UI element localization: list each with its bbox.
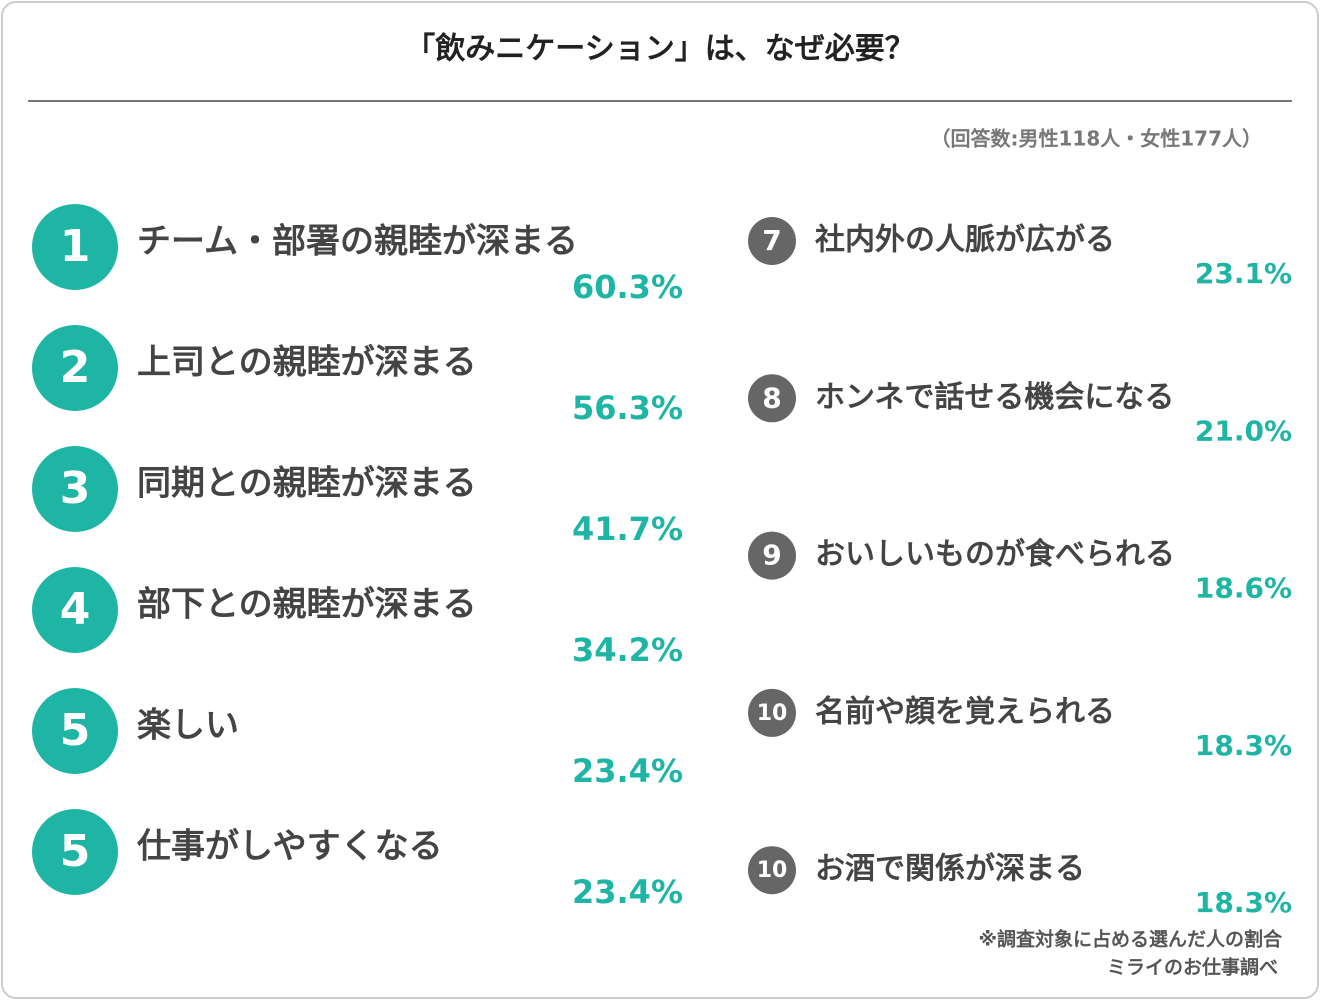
item-text: 仕事がしやすくなる	[137, 827, 443, 867]
item-percent: 41.7%	[572, 510, 683, 548]
rank-badge	[32, 204, 118, 290]
item-text: おいしいものが食べられる	[815, 537, 1175, 572]
rank-number: 8	[762, 381, 781, 414]
item-text: チーム・部署の親睦が深まる	[137, 222, 578, 262]
title: 「飲みニケーション」は、なぜ必要？	[405, 32, 914, 67]
rank-badge	[32, 809, 118, 895]
rank-number: 2	[60, 342, 91, 393]
rank-number: 4	[60, 584, 91, 635]
rank-badge	[32, 446, 118, 532]
item-percent: 18.3%	[1195, 886, 1292, 919]
item-text: 同期との親睦が深まる	[137, 464, 477, 504]
rank-number: 9	[762, 539, 781, 572]
rank-number: 1	[60, 221, 91, 272]
item-text: 名前や顔を覚えられる	[815, 694, 1115, 729]
item-percent: 56.3%	[572, 389, 683, 427]
item-percent: 21.0%	[1195, 414, 1292, 447]
item-text: 部下との親睦が深まる	[137, 585, 477, 625]
rank-badge	[748, 688, 796, 737]
rank-badge	[748, 217, 796, 265]
item-percent: 23.1%	[1195, 257, 1292, 290]
rank-badge	[32, 567, 118, 653]
rank-number: 10	[757, 701, 788, 726]
item-text: 社内外の人脈が広がる	[815, 223, 1115, 258]
subtitle: （回答数:男性118人・女性177人）	[931, 127, 1263, 151]
rank-badge	[32, 688, 118, 774]
item-text: ホンネで話せる機会になる	[815, 380, 1174, 415]
rank-number: 10	[757, 858, 788, 883]
item-percent: 18.6%	[1195, 572, 1292, 605]
rank-badge	[748, 846, 796, 895]
item-text: 上司との親睦が深まる	[137, 343, 477, 383]
rank-badge	[748, 531, 796, 580]
source: ミライのお仕事調べ	[1107, 956, 1278, 979]
item-percent: 18.3%	[1195, 729, 1292, 762]
note: ※調査対象に占める選んだ人の割合	[979, 928, 1283, 951]
rank-badge	[748, 374, 796, 423]
item-text: 楽しい	[137, 706, 239, 746]
rank-number: 5	[60, 826, 91, 877]
rank-number: 3	[60, 463, 91, 514]
rank-number: 7	[762, 224, 781, 257]
rank-number: 5	[60, 705, 91, 756]
rank-badge	[32, 325, 118, 411]
item-percent: 34.2%	[572, 631, 683, 669]
item-text: お酒で関係が深まる	[815, 852, 1085, 887]
item-percent: 60.3%	[572, 268, 683, 306]
item-percent: 23.4%	[572, 752, 683, 790]
item-percent: 23.4%	[572, 873, 683, 911]
